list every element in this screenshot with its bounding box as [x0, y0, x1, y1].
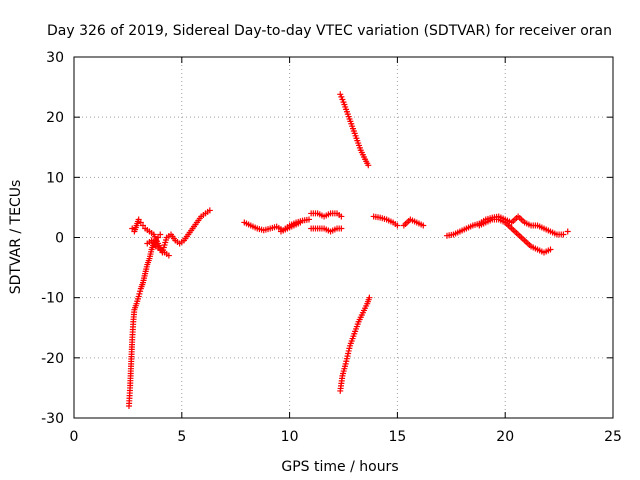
- y-tick-label: 0: [55, 231, 64, 247]
- data-point: [547, 246, 554, 253]
- x-tick-label: 15: [388, 429, 406, 445]
- series-evening-main: [443, 213, 567, 239]
- series-after-noon: [370, 213, 401, 229]
- data-point: [206, 207, 213, 214]
- data-point: [135, 216, 142, 223]
- data-point: [137, 219, 144, 226]
- data-point: [157, 231, 164, 238]
- data-points: [125, 91, 571, 409]
- data-point: [338, 225, 345, 232]
- y-tick-label: 10: [46, 170, 64, 186]
- x-tick-label: 5: [177, 429, 186, 445]
- chart-title: Day 326 of 2019, Sidereal Day-to-day VTE…: [47, 23, 612, 39]
- x-tick-label: 25: [604, 429, 622, 445]
- data-point: [564, 228, 571, 235]
- data-point: [297, 219, 304, 226]
- x-tick-label: 10: [281, 429, 299, 445]
- y-tick-label: -20: [41, 351, 64, 367]
- series-mid-lower: [277, 219, 304, 235]
- data-point: [136, 290, 143, 297]
- y-tick-label: 20: [46, 110, 64, 126]
- grid-lines: [74, 57, 613, 418]
- x-axis-label: GPS time / hours: [281, 459, 398, 475]
- data-point: [338, 213, 345, 220]
- data-point: [165, 252, 172, 259]
- data-point: [366, 294, 373, 301]
- data-point: [129, 225, 136, 232]
- series-evening-lower: [476, 216, 554, 256]
- series-top-arc: [337, 91, 372, 169]
- series-noon-lower: [308, 225, 345, 235]
- y-tick-label: -30: [41, 411, 64, 427]
- series-late-point: [564, 228, 571, 235]
- data-point: [306, 216, 313, 223]
- series-bottom-arc: [337, 294, 373, 394]
- data-point: [137, 288, 144, 295]
- x-tick-label: 0: [70, 429, 79, 445]
- plot-frame: [73, 56, 614, 419]
- series-afternoon: [400, 216, 427, 229]
- series-mid-band: [241, 216, 313, 234]
- data-point: [365, 162, 372, 169]
- data-point: [135, 293, 142, 300]
- series-early-rise: [125, 231, 164, 409]
- data-point: [339, 96, 346, 103]
- data-point: [338, 93, 345, 100]
- y-tick-label: 30: [46, 50, 64, 66]
- data-point: [394, 222, 401, 229]
- data-point: [560, 231, 567, 238]
- y-axis-label: SDTVAR / TECUs: [8, 180, 24, 295]
- x-tick-label: 20: [496, 429, 514, 445]
- y-tick-label: -10: [41, 291, 64, 307]
- series-early-band: [129, 207, 213, 256]
- data-point: [420, 222, 427, 229]
- series-early-lower: [144, 237, 172, 259]
- axis-ticks: 0 5 10 15 20 25 -30 -20 -10 0 10 20 30: [41, 50, 622, 445]
- data-point: [337, 91, 344, 98]
- series-noon-upper: [308, 210, 345, 220]
- data-point: [139, 222, 146, 229]
